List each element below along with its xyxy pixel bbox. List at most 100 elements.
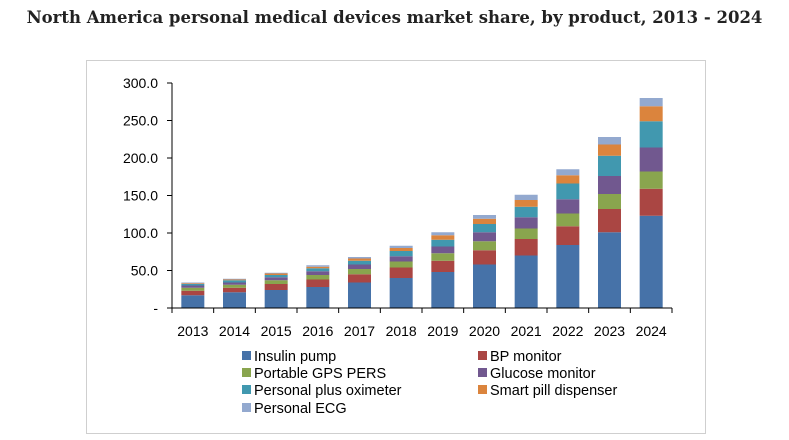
bar-segment-2017-3 [348, 264, 371, 269]
legend-swatch-6 [242, 403, 251, 412]
x-tick-label-2014: 2014 [219, 323, 250, 339]
legend-swatch-0 [242, 351, 251, 360]
bar-segment-2024-3 [639, 147, 663, 172]
legend-swatch-4 [242, 385, 251, 394]
bar-segment-2018-1 [389, 267, 413, 278]
legend-item-2: Portable GPS PERS [242, 366, 386, 382]
y-tick-label-0: - [153, 300, 158, 316]
bar-segment-2017-5 [348, 258, 371, 261]
bar-segment-2021-5 [514, 200, 538, 207]
legend-layer: Insulin pump BP monitor Portable GPS PERS G… [242, 349, 617, 417]
bar-segment-2020-1 [473, 250, 496, 265]
bar-segment-2024-0 [639, 215, 663, 308]
bar-segment-2017-0 [348, 282, 371, 308]
bar-segment-2018-0 [389, 278, 413, 308]
bar-segment-2016-3 [306, 271, 330, 275]
y-tick-label-50: 50.0 [131, 263, 158, 279]
bar-segment-2016-5 [306, 266, 330, 269]
bar-segment-2015-4 [264, 275, 288, 278]
legend-label-0: Insulin pump [254, 349, 336, 365]
bar-segment-2023-1 [598, 209, 621, 233]
legend-label-2: Portable GPS PERS [254, 366, 386, 382]
legend-label-6: Personal ECG [254, 401, 347, 417]
bar-segment-2016-6 [306, 265, 330, 267]
bar-segment-2022-6 [556, 169, 580, 176]
bar-segment-2016-4 [306, 268, 330, 272]
bar-segment-2014-1 [223, 287, 246, 293]
bar-segment-2017-4 [348, 260, 371, 265]
bar-segment-2023-0 [598, 232, 621, 308]
bar-segment-2013-6 [181, 282, 205, 284]
bar-segment-2013-4 [181, 284, 205, 286]
bar-segment-2021-0 [514, 255, 538, 308]
bar-segment-2013-5 [181, 283, 205, 284]
bar-segment-2021-2 [514, 228, 538, 239]
bar-segment-2023-3 [598, 176, 621, 194]
bar-segment-2022-4 [556, 183, 580, 200]
legend-swatch-5 [478, 385, 487, 394]
bar-segment-2022-3 [556, 199, 580, 214]
bar-segment-2024-6 [639, 98, 663, 107]
bar-segment-2020-5 [473, 218, 496, 224]
bar-segment-2016-1 [306, 279, 330, 287]
legend-item-5: Smart pill dispenser [478, 383, 617, 399]
x-tick-label-2023: 2023 [594, 323, 625, 339]
bar-segment-2021-6 [514, 194, 538, 200]
bar-segment-2019-4 [431, 239, 455, 247]
chart-title: North America personal medical devices m… [26, 8, 763, 27]
bar-segment-2020-3 [473, 232, 496, 242]
bar-segment-2016-2 [306, 275, 330, 280]
bar-segment-2015-6 [264, 272, 288, 274]
x-tick-label-2021: 2021 [511, 323, 542, 339]
bar-segment-2023-5 [598, 144, 621, 156]
x-tick-label-2018: 2018 [386, 323, 417, 339]
legend-item-6: Personal ECG [242, 401, 347, 417]
y-tick-label-150: 150.0 [123, 188, 158, 204]
bar-segment-2017-2 [348, 269, 371, 275]
legend-label-1: BP monitor [490, 349, 562, 365]
bar-segment-2021-3 [514, 217, 538, 229]
axis-layer: - 50.0 100.0 150.0 200.0 250.0 300.0 2013 2014 20… [123, 75, 673, 339]
bar-segment-2021-4 [514, 206, 538, 218]
legend-item-4: Personal plus oximeter [242, 383, 402, 399]
bar-segment-2013-1 [181, 290, 205, 296]
bar-segment-2014-2 [223, 284, 246, 288]
x-tick-label-2020: 2020 [469, 323, 500, 339]
bar-segment-2019-2 [431, 253, 455, 261]
bar-segment-2024-4 [639, 121, 663, 148]
x-tick-label-2017: 2017 [344, 323, 375, 339]
bar-segment-2017-6 [348, 257, 371, 259]
x-tick-label-2015: 2015 [261, 323, 292, 339]
bar-segment-2015-2 [264, 280, 288, 284]
bar-segment-2024-2 [639, 171, 663, 189]
bar-segment-2023-4 [598, 155, 621, 176]
y-tick-label-100: 100.0 [123, 225, 158, 241]
legend-label-5: Smart pill dispenser [490, 383, 617, 399]
bar-segment-2019-3 [431, 246, 455, 254]
bar-segment-2024-1 [639, 188, 663, 216]
y-tick-label-250: 250.0 [123, 113, 158, 129]
bar-segment-2020-4 [473, 224, 496, 233]
bar-segment-2014-5 [223, 279, 246, 281]
bar-segment-2016-0 [306, 287, 330, 308]
bar-segment-2019-1 [431, 260, 455, 272]
x-tick-label-2024: 2024 [636, 323, 667, 339]
bar-segment-2022-1 [556, 226, 580, 245]
bars-layer [181, 98, 663, 308]
bar-segment-2014-4 [223, 280, 246, 283]
legend-swatch-2 [242, 368, 251, 377]
bar-segment-2018-4 [389, 251, 413, 257]
bar-segment-2015-5 [264, 273, 288, 275]
bar-segment-2019-6 [431, 232, 455, 236]
x-tick-label-2022: 2022 [552, 323, 583, 339]
bar-segment-2023-2 [598, 194, 621, 209]
x-tick-label-2013: 2013 [177, 323, 208, 339]
bar-segment-2013-0 [181, 295, 205, 308]
legend-label-3: Glucose monitor [490, 366, 596, 382]
legend-label-4: Personal plus oximeter [254, 383, 402, 399]
bar-segment-2015-0 [264, 290, 288, 308]
bar-segment-2013-2 [181, 287, 205, 291]
y-tick-label-200: 200.0 [123, 150, 158, 166]
bar-segment-2021-1 [514, 239, 538, 256]
legend-swatch-1 [478, 351, 487, 360]
